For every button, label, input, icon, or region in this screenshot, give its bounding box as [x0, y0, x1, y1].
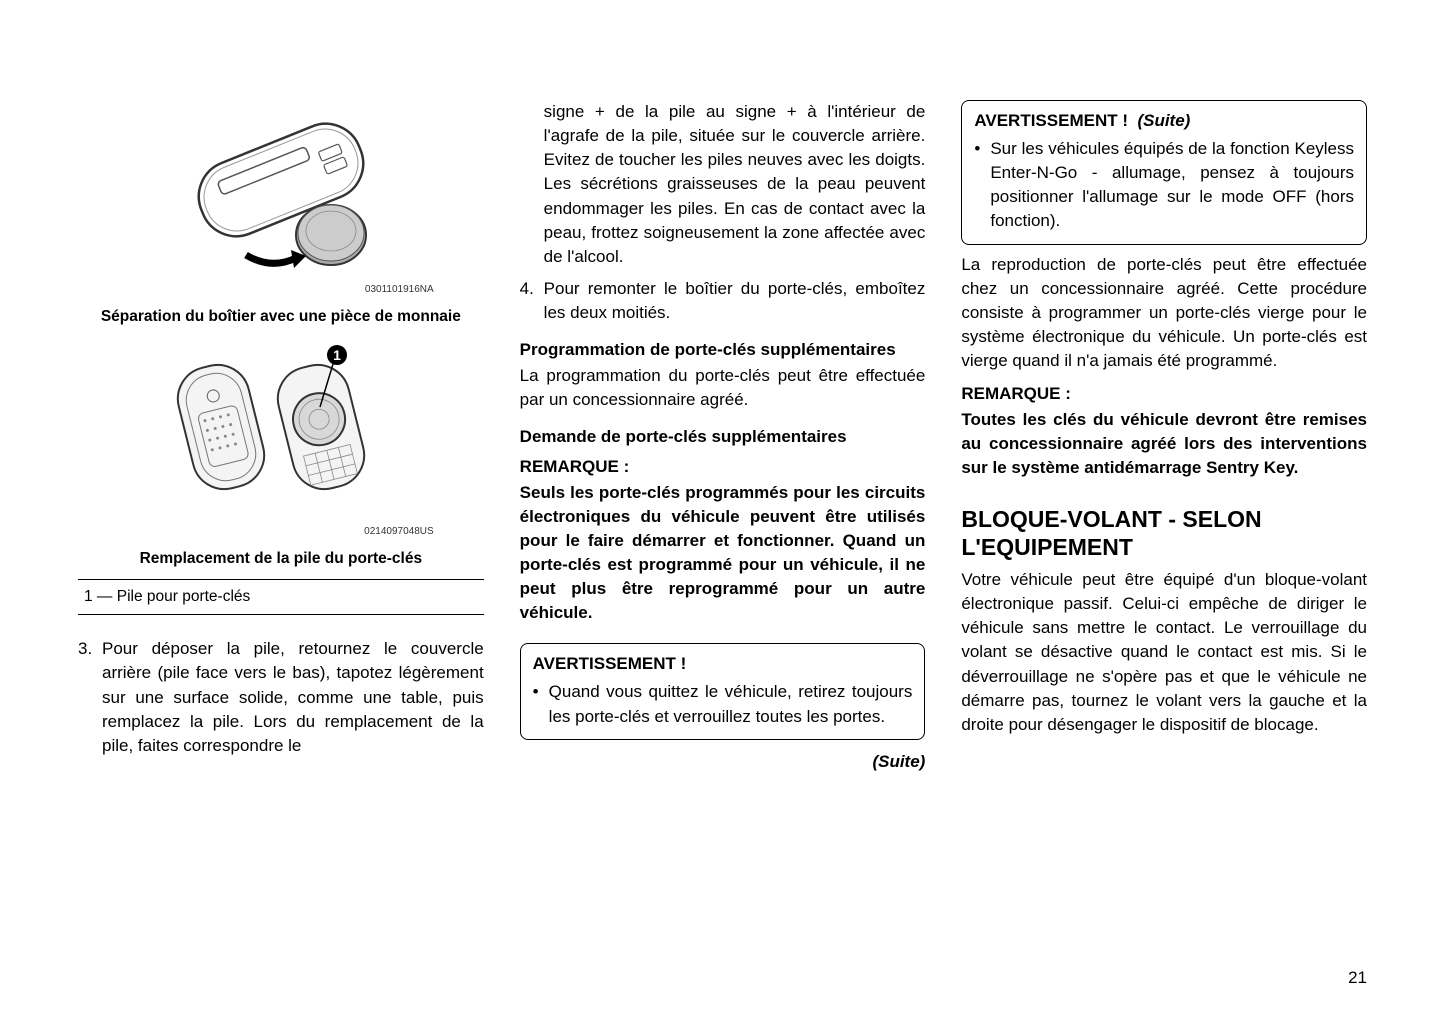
warning-bullet-text-col2: Quand vous quittez le véhicule, retirez …	[549, 680, 913, 728]
figure-2-legend: 1 — Pile pour porte-clés	[78, 579, 484, 615]
page-container: 0301101916NA Séparation du boîtier avec …	[78, 100, 1367, 996]
page-number: 21	[1348, 968, 1367, 988]
remark-label-col3: REMARQUE :	[961, 383, 1367, 405]
remark-text-col2: Seuls les porte-clés programmés pour les…	[520, 481, 926, 626]
bullet-glyph: •	[974, 137, 990, 234]
remark-label-col2: REMARQUE :	[520, 456, 926, 478]
programming-text: La programmation du porte-clés peut être…	[520, 364, 926, 412]
warning-box-col2: AVERTISSEMENT ! • Quand vous quittez le …	[520, 643, 926, 739]
figure-1-caption: Séparation du boîtier avec une pièce de …	[78, 307, 484, 327]
heading-request: Demande de porte-clés supplémentaires	[520, 426, 926, 448]
figure-2-image: 1	[151, 337, 411, 522]
heading-programming: Programmation de porte-clés supplémentai…	[520, 339, 926, 361]
figure-2-code: 0214097048US	[78, 526, 484, 537]
step-3-text: Pour déposer la pile, retournez le couve…	[102, 637, 484, 758]
warning-title-col3: AVERTISSEMENT ! (Suite)	[974, 111, 1354, 131]
step-3-continuation: signe + de la pile au signe + à l'intéri…	[520, 100, 926, 269]
column-1: 0301101916NA Séparation du boîtier avec …	[78, 100, 484, 996]
warning-bullet-col2: • Quand vous quittez le véhicule, retire…	[533, 680, 913, 728]
column-3: AVERTISSEMENT ! (Suite) • Sur les véhicu…	[961, 100, 1367, 996]
suite-col2: (Suite)	[520, 752, 926, 772]
callout-1-number: 1	[333, 347, 341, 363]
steering-lock-text: Votre véhicule peut être équipé d'un blo…	[961, 568, 1367, 737]
figure-2-caption: Remplacement de la pile du porte-clés	[78, 549, 484, 569]
warning-bullet-text-col3: Sur les véhicules équipés de la fonction…	[990, 137, 1354, 234]
warning-box-col3: AVERTISSEMENT ! (Suite) • Sur les véhicu…	[961, 100, 1367, 245]
warning-bullet-col3: • Sur les véhicules équipés de la foncti…	[974, 137, 1354, 234]
figure-2: 1 0214097048US	[78, 337, 484, 537]
figure-1-code: 0301101916NA	[78, 284, 484, 295]
column-2: signe + de la pile au signe + à l'intéri…	[520, 100, 926, 996]
figure-1-image	[131, 100, 431, 280]
remark-text-col3: Toutes les clés du véhicule devront être…	[961, 408, 1367, 480]
reproduction-text: La reproduction de porte-clés peut être …	[961, 253, 1367, 374]
bullet-glyph: •	[533, 680, 549, 728]
main-heading: BLOQUE-VOLANT - SELON L'EQUIPEMENT	[961, 505, 1367, 563]
figure-1: 0301101916NA	[78, 100, 484, 295]
step-4: 4. Pour remonter le boîtier du porte-clé…	[520, 277, 926, 325]
step-3-number: 3.	[78, 637, 102, 758]
warning-title-text-col3: AVERTISSEMENT !	[974, 111, 1128, 130]
warning-title-col2: AVERTISSEMENT !	[533, 654, 913, 674]
step-4-text: Pour remonter le boîtier du porte-clés, …	[544, 277, 926, 325]
warning-suite-col3: (Suite)	[1137, 111, 1190, 130]
step-3: 3. Pour déposer la pile, retournez le co…	[78, 637, 484, 758]
step-4-number: 4.	[520, 277, 544, 325]
